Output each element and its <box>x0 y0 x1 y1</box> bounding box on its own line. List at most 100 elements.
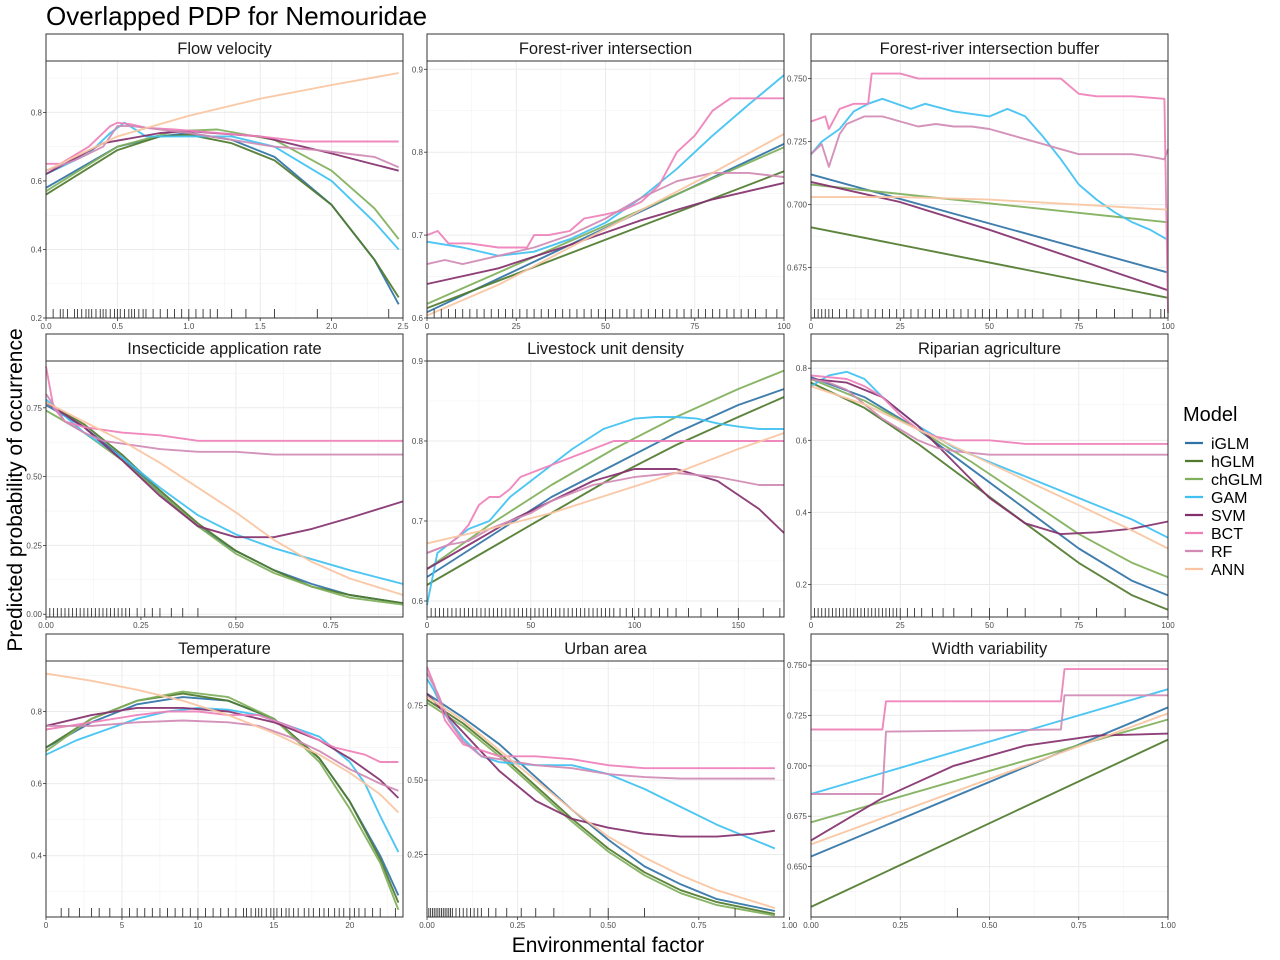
y-tick-label: 0.50 <box>26 473 42 482</box>
series-line-hglm <box>810 738 1169 908</box>
series-line-ann <box>811 196 1169 211</box>
series-line-svm <box>810 180 1169 292</box>
strip-title: Livestock unit density <box>527 340 685 358</box>
y-tick-label: 0.725 <box>787 138 808 147</box>
x-tick-label: 25 <box>896 621 905 630</box>
strip-title: Forest-river intersection buffer <box>880 40 1100 58</box>
series-line-rf <box>426 672 775 780</box>
series-line-hglm <box>426 698 776 915</box>
y-tick-label: 0.6 <box>412 314 424 323</box>
legend-item-svm: SVM <box>1185 508 1246 525</box>
series-line-bct <box>45 710 399 763</box>
series-line-svm <box>810 378 1169 536</box>
series-line-svm <box>45 401 404 539</box>
facet-panel: Urban area 0.00 0.25 0.50 0.75 1.00 0.25 0.50 0.… <box>407 633 798 930</box>
series-line-rf <box>46 719 399 792</box>
x-tick-label: 0.50 <box>228 621 244 630</box>
series-line-iglm <box>45 404 404 605</box>
legend-item-rf: RF <box>1185 544 1233 561</box>
facet-panel: Insecticide application rate 0.00 0.25 0.50… <box>26 333 404 630</box>
series-line-rf <box>811 694 1168 795</box>
y-tick-label: 0.8 <box>412 437 424 446</box>
series-lines <box>45 366 404 606</box>
series-line-chglm <box>810 183 1169 224</box>
legend-item-chglm: chGLM <box>1185 472 1263 489</box>
series-lines <box>45 72 400 305</box>
y-tick-label: 0.8 <box>31 707 43 716</box>
y-tick-label: 0.50 <box>407 776 423 785</box>
x-tick-label: 2.0 <box>326 322 338 331</box>
panel-background <box>46 661 403 917</box>
y-tick-label: 0.650 <box>787 863 808 872</box>
x-tick-label: 0.00 <box>419 921 435 930</box>
series-line-ann <box>810 712 1169 846</box>
x-tick-label: 0 <box>425 621 430 630</box>
y-tick-label: 0.9 <box>412 65 424 74</box>
series-line-bct <box>811 668 1168 731</box>
legend-label: BCT <box>1211 526 1243 543</box>
strip-title: Urban area <box>564 640 647 658</box>
series-line-iglm <box>426 692 776 912</box>
series-line-gam <box>45 398 404 585</box>
x-tick-label: 0.00 <box>803 921 819 930</box>
x-tick-label: 20 <box>345 921 354 930</box>
y-tick-label: 0.75 <box>26 404 42 413</box>
series-line-ann <box>45 72 399 172</box>
panel-background <box>427 661 784 917</box>
series-line-iglm <box>426 388 785 578</box>
legend-item-bct: BCT <box>1185 526 1243 543</box>
legend-label: chGLM <box>1211 472 1263 489</box>
series-line-hglm <box>426 170 785 309</box>
x-tick-label: 0.75 <box>1071 921 1087 930</box>
strip-title: Insecticide application rate <box>127 340 321 358</box>
x-tick-label: 150 <box>732 621 746 630</box>
series-line-rf <box>426 171 785 266</box>
y-tick-label: 0.75 <box>407 702 423 711</box>
legend-label: GAM <box>1211 490 1247 507</box>
strip-title: Flow velocity <box>177 40 272 58</box>
facet-panels: Flow velocity 0.0 0.5 1.0 1.5 2.0 2.5 0.2 0.4 0.6… <box>26 33 1176 930</box>
y-tick-label: 0.7 <box>412 231 424 240</box>
x-tick-label: 0.75 <box>323 621 339 630</box>
strip <box>45 333 404 362</box>
strip-title: Width variability <box>932 640 1048 658</box>
series-lines <box>426 369 785 606</box>
facet-panel: Width variability 0.00 0.25 0.50 0.75 1.00 0.6… <box>787 633 1176 930</box>
y-tick-label: 0.8 <box>412 148 424 157</box>
y-tick-label: 0.675 <box>787 812 808 821</box>
facet-panel: Forest-river intersection 0 25 50 75 100 0.6 0.… <box>412 33 791 331</box>
x-tick-label: 0 <box>809 322 814 331</box>
series-line-rf <box>45 125 400 172</box>
x-tick-label: 1.0 <box>183 322 195 331</box>
x-tick-label: 75 <box>1074 621 1083 630</box>
panel-background <box>46 361 403 617</box>
series-lines <box>810 668 1169 908</box>
series-lines <box>426 74 785 317</box>
y-tick-label: 0.6 <box>796 436 808 445</box>
y-tick-label: 0.700 <box>787 201 808 210</box>
x-tick-label: 100 <box>1161 621 1175 630</box>
x-tick-label: 0.25 <box>133 621 149 630</box>
x-tick-label: 0.75 <box>691 921 707 930</box>
strip-title: Forest-river intersection <box>519 40 692 58</box>
panel-background <box>427 361 784 617</box>
x-tick-label: 0.50 <box>982 921 998 930</box>
series-line-ann <box>426 432 785 545</box>
rug <box>426 608 781 617</box>
x-tick-label: 2.5 <box>397 322 409 331</box>
x-tick-label: 25 <box>896 322 905 331</box>
legend-label: ANN <box>1211 562 1245 579</box>
facet-panel: Livestock unit density 0 50 100 150 0.6 0.7 0.8… <box>412 333 785 630</box>
y-tick-label: 0.2 <box>31 314 43 323</box>
gridlines <box>810 661 1169 917</box>
x-tick-label: 0 <box>44 921 49 930</box>
rug <box>52 309 390 318</box>
facet-panel: Flow velocity 0.0 0.5 1.0 1.5 2.0 2.5 0.2 0.4 0.6… <box>31 33 409 331</box>
series-line-bct <box>426 97 784 249</box>
series-line-iglm <box>810 706 1169 858</box>
x-tick-label: 50 <box>985 322 994 331</box>
x-tick-label: 100 <box>628 621 642 630</box>
strip <box>810 633 1169 662</box>
x-tick-label: 75 <box>1074 322 1083 331</box>
x-tick-label: 100 <box>777 322 791 331</box>
